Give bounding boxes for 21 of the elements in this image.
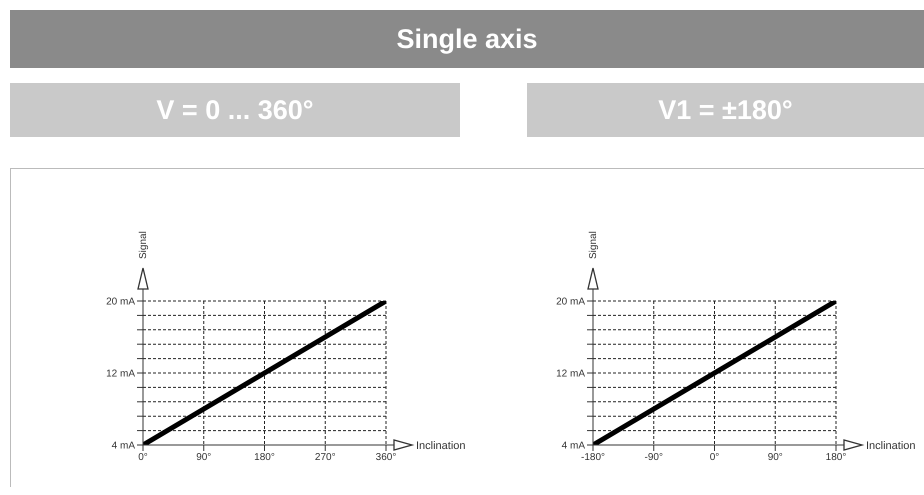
x-tick-label: -90°	[644, 452, 663, 464]
x-tick-label: 0°	[138, 452, 148, 464]
y-axis-title: Signal	[138, 231, 149, 259]
x-tick-label: 90°	[768, 452, 783, 464]
x-tick-label: 270°	[314, 452, 336, 464]
y-tick-label: 20 mA	[556, 296, 586, 308]
x-axis-title: Inclination	[416, 440, 466, 452]
y-tick-label: 12 mA	[106, 368, 136, 380]
x-tick-label: 180°	[254, 452, 275, 464]
y-tick-label: 4 mA	[112, 440, 136, 452]
x-tick-label: -180°	[580, 452, 606, 464]
text: Single axis	[10, 10, 924, 68]
x-tick-label: 180°	[826, 452, 846, 464]
x-tick-label: 0°	[710, 452, 720, 464]
y-tick-label: 20 mA	[106, 296, 136, 308]
y-tick-label: 4 mA	[562, 440, 586, 452]
x-tick-label: 360°	[376, 452, 396, 464]
y-axis-title: Signal	[588, 231, 599, 259]
y-tick-label: 12 mA	[556, 368, 586, 380]
x-axis-title: Inclination	[866, 440, 916, 452]
x-tick-label: 90°	[196, 452, 212, 464]
